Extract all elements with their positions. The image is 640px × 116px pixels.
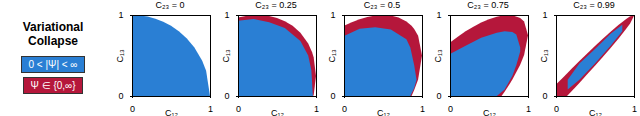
svg-text:1: 1 — [436, 11, 441, 20]
svg-text:C₁₂: C₁₂ — [271, 108, 285, 116]
svg-text:0: 0 — [554, 104, 559, 114]
html-text:C₂₃ = 0.25: C₂₃ = 0.25 — [255, 0, 297, 10]
svg-text:0: 0 — [448, 104, 453, 114]
svg-text:C₁₂: C₁₂ — [589, 108, 603, 116]
svg-text:1: 1 — [632, 104, 637, 114]
html-text:C₂₃ = 0: C₂₃ = 0 — [155, 0, 185, 10]
svg-text:0: 0 — [330, 91, 335, 101]
svg-text:1: 1 — [420, 104, 425, 114]
html-text:0 < |Ψ| < ∞: 0 < |Ψ| < ∞ — [28, 59, 78, 70]
html-text:C₂₃ = 0.5: C₂₃ = 0.5 — [363, 0, 401, 10]
svg-text:C₁₂: C₁₂ — [483, 108, 497, 116]
svg-text:1: 1 — [314, 104, 319, 114]
svg-text:0: 0 — [224, 91, 229, 101]
svg-text:C₁₂: C₁₂ — [377, 108, 391, 116]
svg-text:C₁₃: C₁₃ — [115, 49, 125, 63]
html-text:Ψ ∈ {0,∞}: Ψ ∈ {0,∞} — [30, 80, 76, 91]
svg-text:1: 1 — [526, 104, 531, 114]
svg-text:C₁₂: C₁₂ — [165, 108, 179, 116]
svg-text:0: 0 — [436, 91, 441, 101]
svg-text:1: 1 — [330, 11, 335, 20]
svg-text:1: 1 — [118, 11, 123, 20]
svg-text:0: 0 — [342, 104, 347, 114]
svg-text:1: 1 — [208, 104, 213, 114]
html-text:Variational Collapse: Variational Collapse — [22, 20, 84, 48]
html-text:C₂₃ = 0.75: C₂₃ = 0.75 — [467, 0, 509, 10]
svg-text:0: 0 — [118, 91, 123, 101]
svg-text:0: 0 — [236, 104, 241, 114]
html-text:C₂₃ = 0.99: C₂₃ = 0.99 — [573, 0, 615, 10]
svg-text:C₁₃: C₁₃ — [327, 49, 337, 63]
svg-text:C₁₃: C₁₃ — [221, 49, 231, 63]
svg-text:C₁₃: C₁₃ — [433, 49, 443, 63]
svg-text:0: 0 — [130, 104, 135, 114]
svg-text:C₁₃: C₁₃ — [539, 49, 549, 63]
svg-text:0: 0 — [542, 91, 547, 101]
svg-text:1: 1 — [542, 11, 547, 20]
svg-text:1: 1 — [224, 11, 229, 20]
